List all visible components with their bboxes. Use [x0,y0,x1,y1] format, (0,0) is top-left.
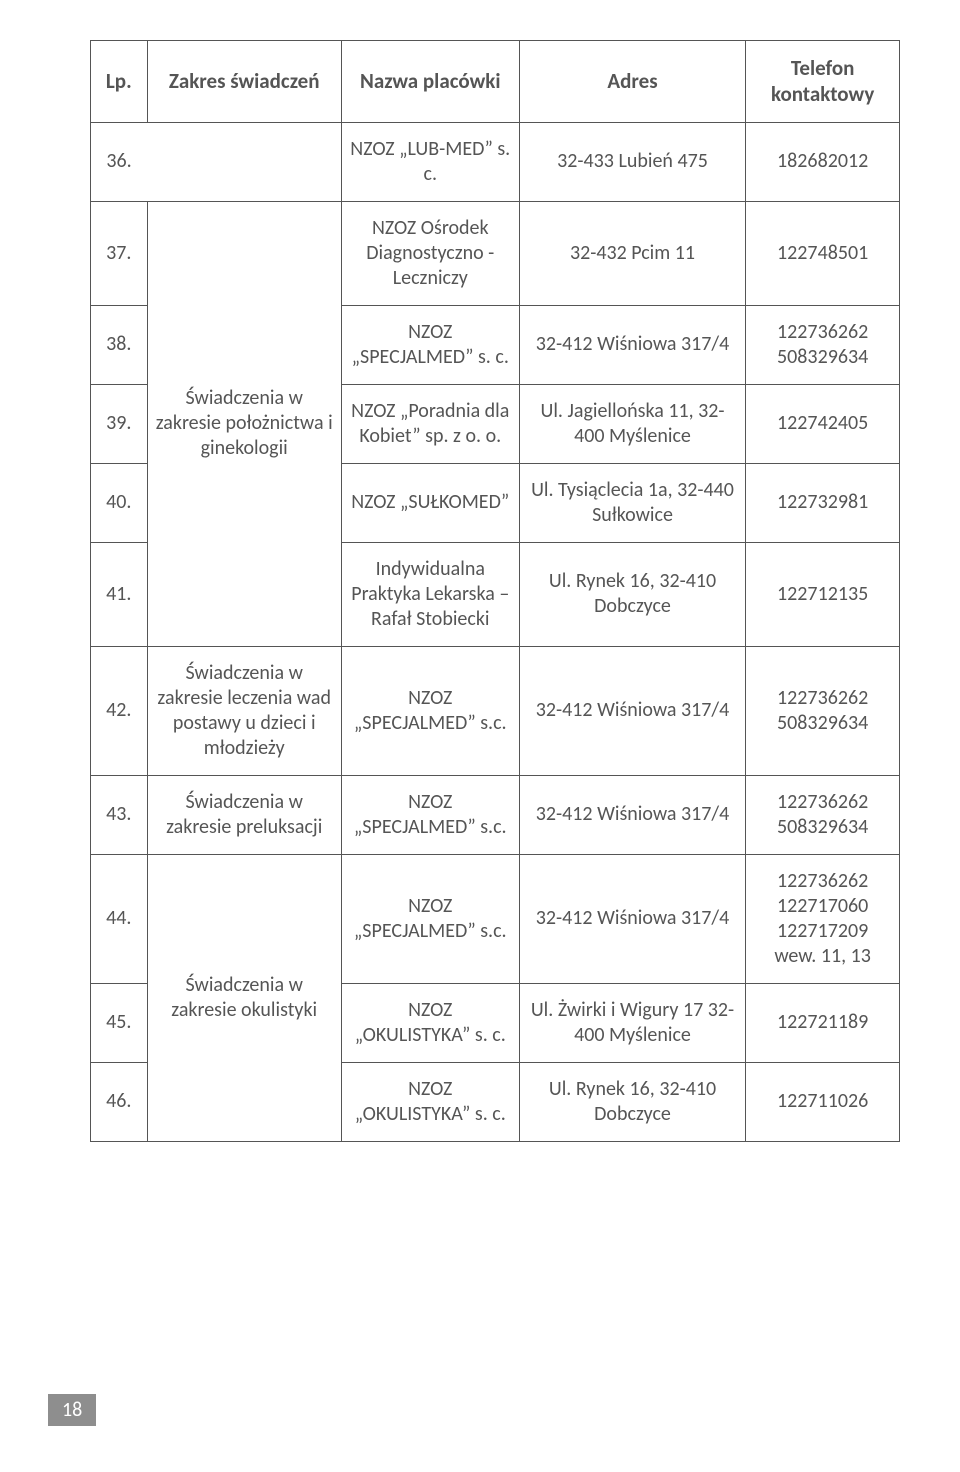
cell-lp: 44. [91,854,148,983]
col-tel: Telefon kontaktowy [746,41,900,123]
cell-lp: 40. [91,463,148,542]
cell-scope: Świadczenia w zakresie preluksacji [147,775,341,854]
cell-addr: 32-412 Wiśniowa 317/4 [519,775,746,854]
cell-name: NZOZ „SPECJALMED” s. c. [341,305,519,384]
cell-tel: 122721189 [746,983,900,1062]
cell-lp: 45. [91,983,148,1062]
cell-tel: 122712135 [746,542,900,646]
cell-addr: 32-412 Wiśniowa 317/4 [519,646,746,775]
cell-tel: 122736262 122717060 122717209 wew. 11, 1… [746,854,900,983]
table-header-row: Lp. Zakres świadczeń Nazwa placówki Adre… [91,41,900,123]
cell-tel: 122736262 508329634 [746,775,900,854]
cell-name: NZOZ „SUŁKOMED” [341,463,519,542]
cell-addr: 32-412 Wiśniowa 317/4 [519,854,746,983]
cell-tel: 122748501 [746,201,900,305]
cell-lp: 46. [91,1062,148,1141]
cell-tel: 122711026 [746,1062,900,1141]
cell-scope: Świadczenia w zakresie leczenia wad post… [147,646,341,775]
cell-name: NZOZ „SPECJALMED” s.c. [341,854,519,983]
cell-addr: Ul. Rynek 16, 32-410 Dobczyce [519,1062,746,1141]
cell-lp: 42. [91,646,148,775]
table-row: 37. Świadczenia w zakresie położnictwa i… [91,201,900,305]
page: Lp. Zakres świadczeń Nazwa placówki Adre… [0,0,960,1472]
services-table: Lp. Zakres świadczeń Nazwa placówki Adre… [90,40,900,1142]
cell-name: NZOZ „SPECJALMED” s.c. [341,646,519,775]
cell-addr: Ul. Rynek 16, 32-410 Dobczyce [519,542,746,646]
cell-addr: Ul. Żwirki i Wigury 17 32-400 Myślenice [519,983,746,1062]
cell-addr: 32-412 Wiśniowa 317/4 [519,305,746,384]
col-name: Nazwa placówki [341,41,519,123]
cell-lp: 37. [91,201,148,305]
cell-name: NZOZ „LUB-MED” s. c. [341,122,519,201]
col-scope: Zakres świadczeń [147,41,341,123]
page-number: 18 [48,1394,96,1426]
cell-tel: 122736262 508329634 [746,305,900,384]
col-addr: Adres [519,41,746,123]
cell-name: NZOZ Ośrodek Diagnostyczno - Leczniczy [341,201,519,305]
cell-addr: 32-432 Pcim 11 [519,201,746,305]
cell-tel: 122732981 [746,463,900,542]
cell-name: NZOZ „OKULISTYKA” s. c. [341,983,519,1062]
table-row: 42. Świadczenia w zakresie leczenia wad … [91,646,900,775]
cell-name: NZOZ „OKULISTYKA” s. c. [341,1062,519,1141]
cell-tel: 122742405 [746,384,900,463]
cell-lp: 43. [91,775,148,854]
cell-lp: 39. [91,384,148,463]
cell-scope-empty [147,122,341,201]
cell-tel: 182682012 [746,122,900,201]
table-row: 43. Świadczenia w zakresie preluksacji N… [91,775,900,854]
table-row: 44. Świadczenia w zakresie okulistyki NZ… [91,854,900,983]
cell-name: NZOZ „SPECJALMED” s.c. [341,775,519,854]
cell-tel: 122736262 508329634 [746,646,900,775]
cell-addr: Ul. Tysiąclecia 1a, 32-440 Sułkowice [519,463,746,542]
cell-name: NZOZ „Poradnia dla Kobiet” sp. z o. o. [341,384,519,463]
cell-addr: 32-433 Lubień 475 [519,122,746,201]
table-row: 36. NZOZ „LUB-MED” s. c. 32-433 Lubień 4… [91,122,900,201]
cell-addr: Ul. Jagiellońska 11, 32-400 Myślenice [519,384,746,463]
cell-lp: 36. [91,122,148,201]
cell-scope: Świadczenia w zakresie położnictwa i gin… [147,201,341,646]
cell-lp: 38. [91,305,148,384]
cell-scope: Świadczenia w zakresie okulistyki [147,854,341,1141]
cell-name: Indywidualna Praktyka Lekarska – Rafał S… [341,542,519,646]
col-lp: Lp. [91,41,148,123]
cell-lp: 41. [91,542,148,646]
